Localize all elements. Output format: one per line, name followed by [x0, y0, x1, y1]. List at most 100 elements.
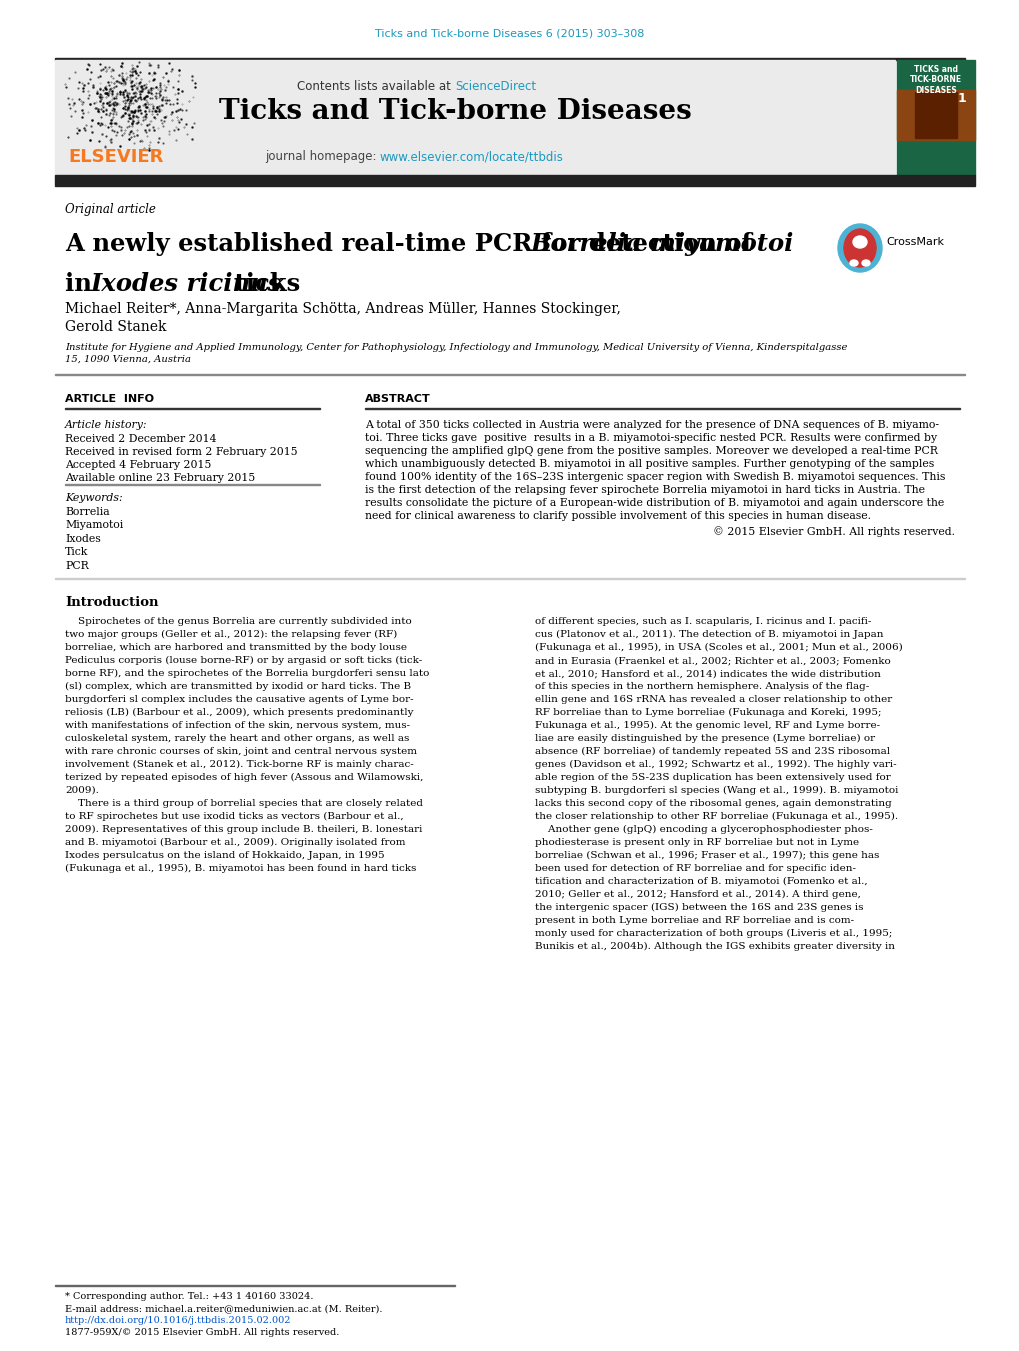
Ellipse shape	[838, 224, 881, 272]
Text: Ixodes: Ixodes	[65, 534, 101, 544]
Text: phodiesterase is present only in RF borreliae but not in Lyme: phodiesterase is present only in RF borr…	[535, 838, 858, 847]
Ellipse shape	[849, 259, 857, 266]
Bar	[55, 58, 964, 59]
Text: involvement (Stanek et al., 2012). Tick-borne RF is mainly charac-: involvement (Stanek et al., 2012). Tick-…	[65, 761, 414, 769]
Text: with rare chronic courses of skin, joint and central nervous system: with rare chronic courses of skin, joint…	[65, 747, 417, 757]
Text: results consolidate the picture of a European-wide distribution of B. miyamotoi : results consolidate the picture of a Eur…	[365, 499, 944, 508]
Text: ticks: ticks	[226, 272, 300, 296]
Text: able region of the 5S-23S duplication has been extensively used for: able region of the 5S-23S duplication ha…	[535, 773, 890, 782]
Text: toi. Three ticks gave  positive  results in a B. miyamotoi-specific nested PCR. : toi. Three ticks gave positive results i…	[365, 434, 936, 443]
Text: Tick: Tick	[65, 547, 89, 558]
Text: of different species, such as I. scapularis, I. ricinus and I. pacifi-: of different species, such as I. scapula…	[535, 617, 870, 626]
Text: ABSTRACT: ABSTRACT	[365, 394, 430, 404]
Text: © 2015 Elsevier GmbH. All rights reserved.: © 2015 Elsevier GmbH. All rights reserve…	[712, 526, 954, 536]
Text: Miyamotoi: Miyamotoi	[65, 520, 123, 531]
Text: lacks this second copy of the ribosomal genes, again demonstrating: lacks this second copy of the ribosomal …	[535, 798, 891, 808]
Text: ARTICLE  INFO: ARTICLE INFO	[65, 394, 154, 404]
Text: Borrelia: Borrelia	[65, 507, 109, 517]
Text: Ticks and Tick-borne Diseases: Ticks and Tick-borne Diseases	[218, 99, 691, 126]
Text: absence (RF borreliae) of tandemly repeated 5S and 23S ribosomal: absence (RF borreliae) of tandemly repea…	[535, 747, 890, 757]
Text: Original article: Original article	[65, 203, 156, 216]
Bar	[914, 92, 956, 138]
Text: RF borreliae than to Lyme borreliae (Fukunaga and Koreki, 1995;: RF borreliae than to Lyme borreliae (Fuk…	[535, 708, 880, 717]
Text: need for clinical awareness to clarify possible involvement of this species in h: need for clinical awareness to clarify p…	[365, 511, 870, 521]
Text: Spirochetes of the genus Borrelia are currently subdivided into: Spirochetes of the genus Borrelia are cu…	[65, 617, 412, 626]
Text: reliosis (LB) (Barbour et al., 2009), which presents predominantly: reliosis (LB) (Barbour et al., 2009), wh…	[65, 708, 413, 717]
Bar	[55, 59, 894, 176]
Text: terized by repeated episodes of high fever (Assous and Wilamowski,: terized by repeated episodes of high fev…	[65, 773, 423, 782]
Text: Ticks and Tick-borne Diseases 6 (2015) 303–308: Ticks and Tick-borne Diseases 6 (2015) 3…	[375, 28, 644, 38]
Text: Bunikis et al., 2004b). Although the IGS exhibits greater diversity in: Bunikis et al., 2004b). Although the IGS…	[535, 942, 894, 951]
Text: A total of 350 ticks collected in Austria were analyzed for the presence of DNA : A total of 350 ticks collected in Austri…	[365, 420, 938, 430]
Text: Contents lists available at: Contents lists available at	[298, 80, 454, 93]
Text: 1877-959X/© 2015 Elsevier GmbH. All rights reserved.: 1877-959X/© 2015 Elsevier GmbH. All righ…	[65, 1328, 339, 1337]
Text: 15, 1090 Vienna, Austria: 15, 1090 Vienna, Austria	[65, 355, 191, 363]
Text: 2009). Representatives of this group include B. theileri, B. lonestari: 2009). Representatives of this group inc…	[65, 825, 422, 834]
Text: 2010; Geller et al., 2012; Hansford et al., 2014). A third gene,: 2010; Geller et al., 2012; Hansford et a…	[535, 890, 860, 900]
Text: Another gene (glpQ) encoding a glycerophosphodiester phos-: Another gene (glpQ) encoding a glyceroph…	[535, 825, 872, 834]
Text: There is a third group of borrelial species that are closely related: There is a third group of borrelial spec…	[65, 798, 423, 808]
Text: (Fukunaga et al., 1995), B. miyamotoi has been found in hard ticks: (Fukunaga et al., 1995), B. miyamotoi ha…	[65, 865, 416, 873]
Text: is the first detection of the relapsing fever spirochete Borrelia miyamotoi in h: is the first detection of the relapsing …	[365, 485, 924, 494]
Text: tification and characterization of B. miyamotoi (Fomenko et al.,: tification and characterization of B. mi…	[535, 877, 867, 886]
Text: borne RF), and the spirochetes of the Borrelia burgdorferi sensu lato: borne RF), and the spirochetes of the Bo…	[65, 669, 429, 678]
Text: * Corresponding author. Tel.: +43 1 40160 33024.: * Corresponding author. Tel.: +43 1 4016…	[65, 1292, 313, 1301]
Text: and in Eurasia (Fraenkel et al., 2002; Richter et al., 2003; Fomenko: and in Eurasia (Fraenkel et al., 2002; R…	[535, 657, 890, 665]
Text: found 100% identity of the 16S–23S intergenic spacer region with Swedish B. miya: found 100% identity of the 16S–23S inter…	[365, 471, 945, 482]
Text: www.elsevier.com/locate/ttbdis: www.elsevier.com/locate/ttbdis	[380, 150, 564, 163]
Text: two major groups (Geller et al., 2012): the relapsing fever (RF): two major groups (Geller et al., 2012): …	[65, 630, 396, 639]
Text: 2009).: 2009).	[65, 786, 99, 794]
Text: to RF spirochetes but use ixodid ticks as vectors (Barbour et al.,: to RF spirochetes but use ixodid ticks a…	[65, 812, 404, 821]
Text: (Fukunaga et al., 1995), in USA (Scoles et al., 2001; Mun et al., 2006): (Fukunaga et al., 1995), in USA (Scoles …	[535, 643, 902, 653]
Text: sequencing the amplified glpQ gene from the positive samples. Moreover we develo: sequencing the amplified glpQ gene from …	[365, 446, 936, 457]
Text: culoskeletal system, rarely the heart and other organs, as well as: culoskeletal system, rarely the heart an…	[65, 734, 409, 743]
Text: present in both Lyme borreliae and RF borreliae and is com-: present in both Lyme borreliae and RF bo…	[535, 916, 853, 925]
Text: Received 2 December 2014: Received 2 December 2014	[65, 434, 216, 444]
Text: ELSEVIER: ELSEVIER	[68, 149, 163, 166]
Text: which unambiguously detected B. miyamotoi in all positive samples. Further genot: which unambiguously detected B. miyamoto…	[365, 459, 933, 469]
Text: cus (Platonov et al., 2011). The detection of B. miyamotoi in Japan: cus (Platonov et al., 2011). The detecti…	[535, 630, 882, 639]
Text: the closer relationship to other RF borreliae (Fukunaga et al., 1995).: the closer relationship to other RF borr…	[535, 812, 898, 821]
Text: 1: 1	[956, 92, 965, 105]
Text: Gerold Stanek: Gerold Stanek	[65, 320, 166, 334]
Text: CrossMark: CrossMark	[886, 236, 943, 247]
Text: journal homepage:: journal homepage:	[265, 150, 380, 163]
Ellipse shape	[861, 259, 869, 266]
Text: Accepted 4 February 2015: Accepted 4 February 2015	[65, 459, 211, 470]
Text: Introduction: Introduction	[65, 596, 158, 609]
Text: E-mail address: michael.a.reiter@meduniwien.ac.at (M. Reiter).: E-mail address: michael.a.reiter@meduniw…	[65, 1304, 382, 1313]
Text: Article history:: Article history:	[65, 420, 148, 430]
Text: Fukunaga et al., 1995). At the genomic level, RF and Lyme borre-: Fukunaga et al., 1995). At the genomic l…	[535, 721, 879, 730]
Ellipse shape	[852, 236, 866, 249]
Text: et al., 2010; Hansford et al., 2014) indicates the wide distribution: et al., 2010; Hansford et al., 2014) ind…	[535, 669, 880, 678]
Text: in: in	[65, 272, 100, 296]
Text: burgdorferi sl complex includes the causative agents of Lyme bor-: burgdorferi sl complex includes the caus…	[65, 694, 414, 704]
Text: ScienceDirect: ScienceDirect	[454, 80, 536, 93]
Text: Ixodes persulcatus on the island of Hokkaido, Japan, in 1995: Ixodes persulcatus on the island of Hokk…	[65, 851, 384, 861]
Text: Borrelia miyamotoi: Borrelia miyamotoi	[531, 232, 794, 255]
Text: Ixodes ricinus: Ixodes ricinus	[91, 272, 282, 296]
Text: subtyping B. burgdorferi sl species (Wang et al., 1999). B. miyamotoi: subtyping B. burgdorferi sl species (Wan…	[535, 786, 898, 796]
Text: monly used for characterization of both groups (Liveris et al., 1995;: monly used for characterization of both …	[535, 929, 892, 938]
Text: and B. miyamotoi (Barbour et al., 2009). Originally isolated from: and B. miyamotoi (Barbour et al., 2009).…	[65, 838, 406, 847]
Ellipse shape	[843, 230, 875, 267]
Text: Keywords:: Keywords:	[65, 493, 122, 503]
Text: TICKS and
TICK-BORNE
DISEASES: TICKS and TICK-BORNE DISEASES	[909, 65, 961, 95]
Text: borreliae, which are harbored and transmitted by the body louse: borreliae, which are harbored and transm…	[65, 643, 407, 653]
Text: the intergenic spacer (IGS) between the 16S and 23S genes is: the intergenic spacer (IGS) between the …	[535, 902, 863, 912]
Text: ellin gene and 16S rRNA has revealed a closer relationship to other: ellin gene and 16S rRNA has revealed a c…	[535, 694, 892, 704]
Text: Pediculus corporis (louse borne-RF) or by argasid or soft ticks (tick-: Pediculus corporis (louse borne-RF) or b…	[65, 657, 422, 665]
Text: Available online 23 February 2015: Available online 23 February 2015	[65, 473, 255, 484]
Text: Received in revised form 2 February 2015: Received in revised form 2 February 2015	[65, 447, 298, 457]
Text: PCR: PCR	[65, 561, 89, 571]
Text: liae are easily distinguished by the presence (Lyme borreliae) or: liae are easily distinguished by the pre…	[535, 734, 874, 743]
Text: http://dx.doi.org/10.1016/j.ttbdis.2015.02.002: http://dx.doi.org/10.1016/j.ttbdis.2015.…	[65, 1316, 291, 1325]
Text: A newly established real-time PCR for detection of: A newly established real-time PCR for de…	[65, 232, 760, 255]
Bar	[896, 91, 974, 141]
Text: of this species in the northern hemisphere. Analysis of the flag-: of this species in the northern hemisphe…	[535, 682, 868, 690]
Text: borreliae (Schwan et al., 1996; Fraser et al., 1997); this gene has: borreliae (Schwan et al., 1996; Fraser e…	[535, 851, 878, 861]
Text: Institute for Hygiene and Applied Immunology, Center for Pathophysiology, Infect: Institute for Hygiene and Applied Immuno…	[65, 343, 847, 353]
Bar	[896, 59, 974, 176]
Text: Michael Reiter*, Anna-Margarita Schötta, Andreas Müller, Hannes Stockinger,: Michael Reiter*, Anna-Margarita Schötta,…	[65, 303, 621, 316]
Text: with manifestations of infection of the skin, nervous system, mus-: with manifestations of infection of the …	[65, 721, 410, 730]
